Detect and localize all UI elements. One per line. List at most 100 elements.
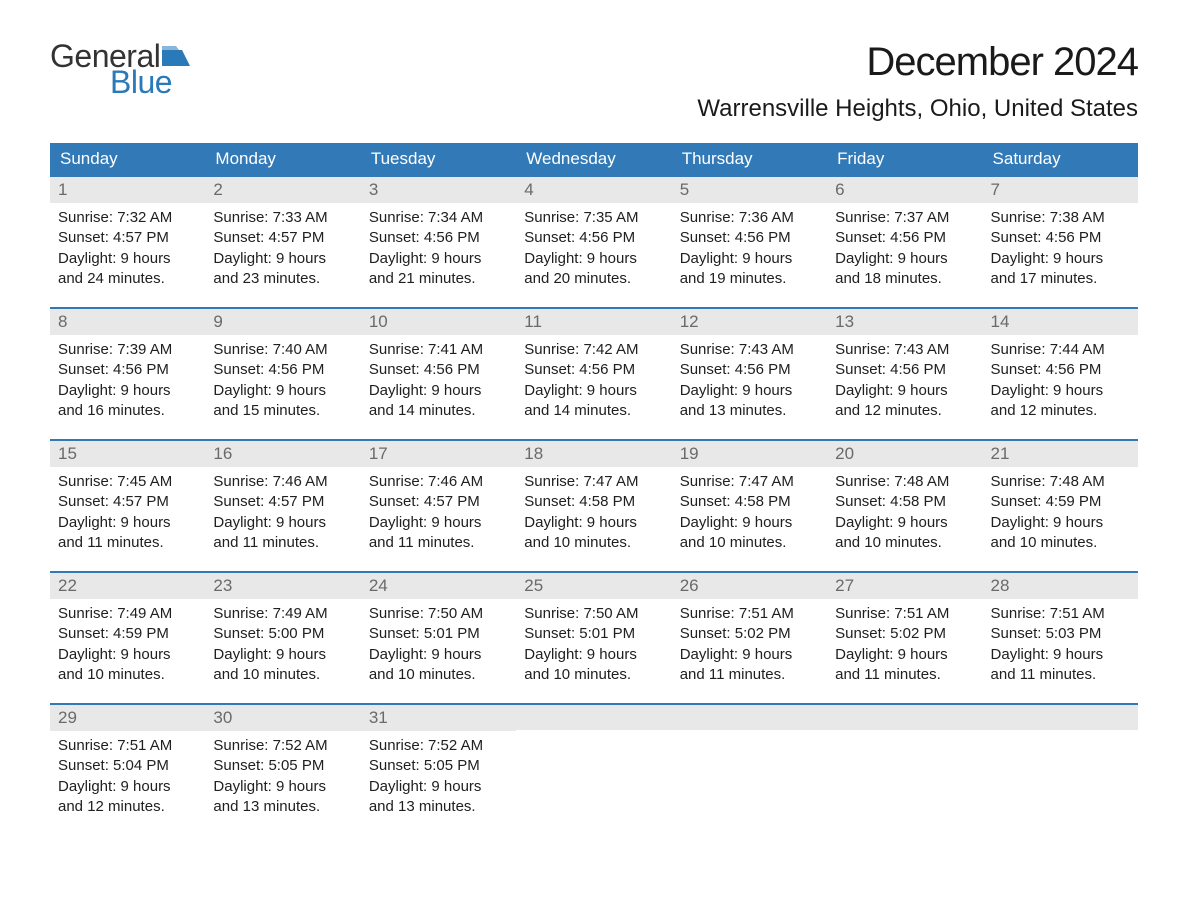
weekday-header-row: Sunday Monday Tuesday Wednesday Thursday… (50, 143, 1138, 175)
weekday-tue: Tuesday (361, 143, 516, 175)
day-cell (827, 703, 982, 835)
sunrise-text: Sunrise: 7:51 AM (835, 604, 974, 624)
week-row: 15Sunrise: 7:45 AMSunset: 4:57 PMDayligh… (50, 439, 1138, 571)
sunset-text: Sunset: 5:05 PM (213, 756, 352, 776)
day-body: Sunrise: 7:43 AMSunset: 4:56 PMDaylight:… (672, 335, 827, 421)
daylight-line1: Daylight: 9 hours (680, 249, 819, 269)
week-row: 8Sunrise: 7:39 AMSunset: 4:56 PMDaylight… (50, 307, 1138, 439)
daylight-line1: Daylight: 9 hours (213, 513, 352, 533)
day-number: 4 (516, 175, 671, 203)
sunrise-text: Sunrise: 7:52 AM (213, 736, 352, 756)
day-cell: 25Sunrise: 7:50 AMSunset: 5:01 PMDayligh… (516, 571, 671, 703)
day-number: 23 (205, 571, 360, 599)
day-body: Sunrise: 7:34 AMSunset: 4:56 PMDaylight:… (361, 203, 516, 289)
daylight-line1: Daylight: 9 hours (524, 381, 663, 401)
daylight-line1: Daylight: 9 hours (991, 645, 1130, 665)
empty-day-bar (516, 703, 671, 730)
daylight-line2: and 13 minutes. (369, 797, 508, 817)
sunrise-text: Sunrise: 7:38 AM (991, 208, 1130, 228)
sunrise-text: Sunrise: 7:33 AM (213, 208, 352, 228)
daylight-line2: and 13 minutes. (680, 401, 819, 421)
sunset-text: Sunset: 5:04 PM (58, 756, 197, 776)
day-number: 27 (827, 571, 982, 599)
day-body: Sunrise: 7:37 AMSunset: 4:56 PMDaylight:… (827, 203, 982, 289)
day-body: Sunrise: 7:48 AMSunset: 4:59 PMDaylight:… (983, 467, 1138, 553)
sunrise-text: Sunrise: 7:47 AM (524, 472, 663, 492)
day-body: Sunrise: 7:47 AMSunset: 4:58 PMDaylight:… (672, 467, 827, 553)
daylight-line2: and 14 minutes. (524, 401, 663, 421)
daylight-line2: and 10 minutes. (835, 533, 974, 553)
sunset-text: Sunset: 4:57 PM (58, 492, 197, 512)
sunset-text: Sunset: 4:59 PM (991, 492, 1130, 512)
day-cell: 1Sunrise: 7:32 AMSunset: 4:57 PMDaylight… (50, 175, 205, 307)
day-number: 5 (672, 175, 827, 203)
day-number: 19 (672, 439, 827, 467)
flag-icon (162, 46, 190, 66)
sunrise-text: Sunrise: 7:45 AM (58, 472, 197, 492)
daylight-line1: Daylight: 9 hours (58, 381, 197, 401)
daylight-line2: and 12 minutes. (58, 797, 197, 817)
sunset-text: Sunset: 5:03 PM (991, 624, 1130, 644)
day-body: Sunrise: 7:35 AMSunset: 4:56 PMDaylight:… (516, 203, 671, 289)
week-row: 1Sunrise: 7:32 AMSunset: 4:57 PMDaylight… (50, 175, 1138, 307)
sunrise-text: Sunrise: 7:51 AM (991, 604, 1130, 624)
logo-word-blue: Blue (110, 66, 190, 98)
sunrise-text: Sunrise: 7:46 AM (369, 472, 508, 492)
daylight-line2: and 11 minutes. (213, 533, 352, 553)
sunset-text: Sunset: 4:56 PM (369, 360, 508, 380)
day-cell: 10Sunrise: 7:41 AMSunset: 4:56 PMDayligh… (361, 307, 516, 439)
daylight-line1: Daylight: 9 hours (524, 645, 663, 665)
day-body: Sunrise: 7:45 AMSunset: 4:57 PMDaylight:… (50, 467, 205, 553)
day-body: Sunrise: 7:46 AMSunset: 4:57 PMDaylight:… (361, 467, 516, 553)
sunset-text: Sunset: 5:02 PM (835, 624, 974, 644)
daylight-line2: and 19 minutes. (680, 269, 819, 289)
sunset-text: Sunset: 4:56 PM (680, 360, 819, 380)
sunrise-text: Sunrise: 7:34 AM (369, 208, 508, 228)
sunrise-text: Sunrise: 7:48 AM (991, 472, 1130, 492)
daylight-line2: and 13 minutes. (213, 797, 352, 817)
daylight-line2: and 11 minutes. (835, 665, 974, 685)
sunrise-text: Sunrise: 7:39 AM (58, 340, 197, 360)
daylight-line2: and 10 minutes. (991, 533, 1130, 553)
sunset-text: Sunset: 4:56 PM (369, 228, 508, 248)
sunrise-text: Sunrise: 7:49 AM (58, 604, 197, 624)
daylight-line2: and 23 minutes. (213, 269, 352, 289)
sunset-text: Sunset: 5:05 PM (369, 756, 508, 776)
sunset-text: Sunset: 4:56 PM (213, 360, 352, 380)
sunrise-text: Sunrise: 7:46 AM (213, 472, 352, 492)
day-body: Sunrise: 7:33 AMSunset: 4:57 PMDaylight:… (205, 203, 360, 289)
sunset-text: Sunset: 4:58 PM (835, 492, 974, 512)
sunset-text: Sunset: 4:56 PM (991, 360, 1130, 380)
day-number: 14 (983, 307, 1138, 335)
sunset-text: Sunset: 5:01 PM (524, 624, 663, 644)
day-cell: 16Sunrise: 7:46 AMSunset: 4:57 PMDayligh… (205, 439, 360, 571)
sunrise-text: Sunrise: 7:35 AM (524, 208, 663, 228)
day-cell: 2Sunrise: 7:33 AMSunset: 4:57 PMDaylight… (205, 175, 360, 307)
sunset-text: Sunset: 4:56 PM (680, 228, 819, 248)
daylight-line2: and 10 minutes. (524, 533, 663, 553)
day-number: 11 (516, 307, 671, 335)
empty-day-bar (827, 703, 982, 730)
day-number: 22 (50, 571, 205, 599)
day-cell: 19Sunrise: 7:47 AMSunset: 4:58 PMDayligh… (672, 439, 827, 571)
day-number: 3 (361, 175, 516, 203)
weekday-sun: Sunday (50, 143, 205, 175)
sunrise-text: Sunrise: 7:36 AM (680, 208, 819, 228)
day-number: 24 (361, 571, 516, 599)
day-body: Sunrise: 7:51 AMSunset: 5:02 PMDaylight:… (672, 599, 827, 685)
day-cell: 14Sunrise: 7:44 AMSunset: 4:56 PMDayligh… (983, 307, 1138, 439)
sunset-text: Sunset: 4:58 PM (524, 492, 663, 512)
daylight-line1: Daylight: 9 hours (58, 249, 197, 269)
daylight-line2: and 10 minutes. (213, 665, 352, 685)
day-body: Sunrise: 7:52 AMSunset: 5:05 PMDaylight:… (361, 731, 516, 817)
daylight-line1: Daylight: 9 hours (213, 777, 352, 797)
weeks-container: 1Sunrise: 7:32 AMSunset: 4:57 PMDaylight… (50, 175, 1138, 835)
daylight-line1: Daylight: 9 hours (835, 513, 974, 533)
daylight-line2: and 15 minutes. (213, 401, 352, 421)
daylight-line1: Daylight: 9 hours (58, 513, 197, 533)
daylight-line2: and 12 minutes. (835, 401, 974, 421)
day-cell: 18Sunrise: 7:47 AMSunset: 4:58 PMDayligh… (516, 439, 671, 571)
day-cell: 8Sunrise: 7:39 AMSunset: 4:56 PMDaylight… (50, 307, 205, 439)
day-cell: 7Sunrise: 7:38 AMSunset: 4:56 PMDaylight… (983, 175, 1138, 307)
sunrise-text: Sunrise: 7:43 AM (835, 340, 974, 360)
